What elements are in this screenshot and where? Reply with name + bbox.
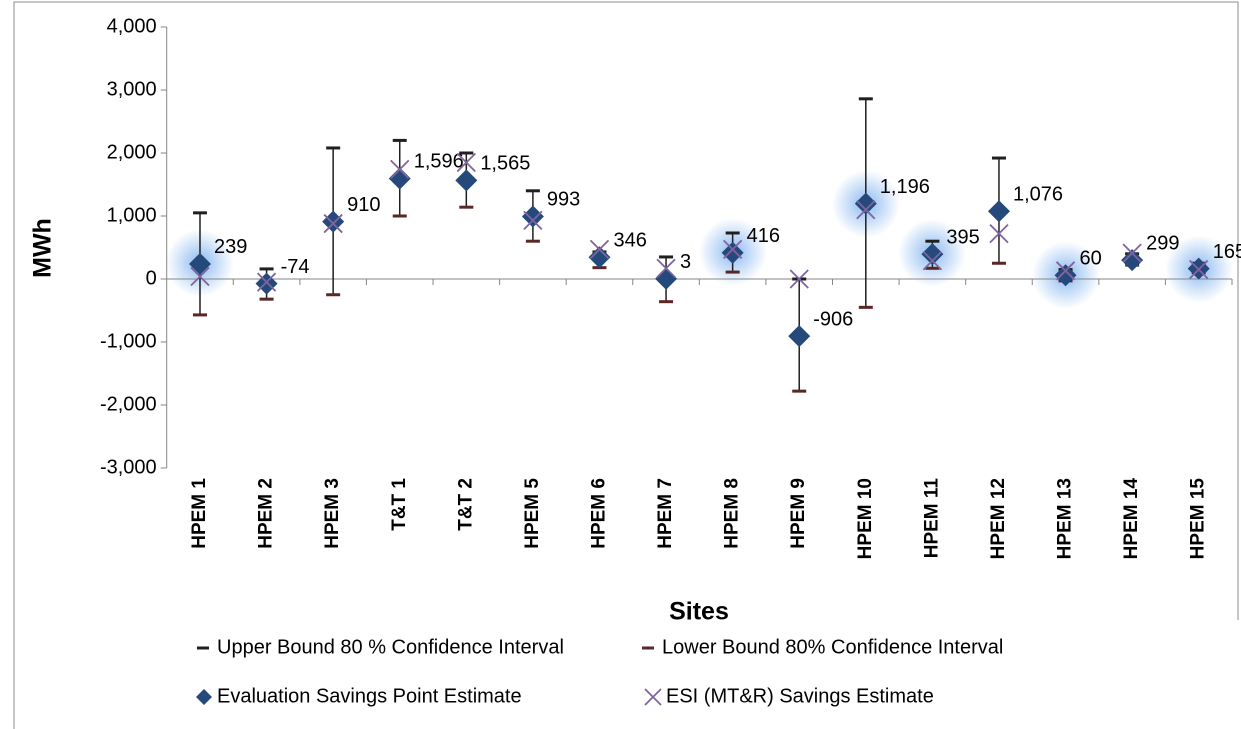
data-label: 3 xyxy=(680,251,691,273)
esi-estimate xyxy=(523,210,543,231)
esi-estimate xyxy=(1055,261,1076,281)
y-tick-label: -3,000 xyxy=(100,456,157,478)
esi-estimate xyxy=(456,152,476,173)
x-tick-label: HPEM 9 xyxy=(788,478,809,549)
x-axis-title: Sites xyxy=(669,598,729,626)
x-tick-label: HPEM 14 xyxy=(1121,478,1142,560)
point-estimate xyxy=(588,246,611,269)
legend-label: Evaluation Savings Point Estimate xyxy=(217,685,522,707)
y-tick-label: -2,000 xyxy=(100,393,157,415)
y-tick-label: 0 xyxy=(146,267,157,289)
point-estimate xyxy=(455,169,478,192)
x-tick-label: HPEM 12 xyxy=(988,478,1009,559)
x-tick-label: HPEM 8 xyxy=(722,478,743,549)
data-label: -74 xyxy=(281,256,310,278)
data-label: 910 xyxy=(347,194,380,216)
x-tick-label: HPEM 7 xyxy=(655,478,676,549)
x-tick-label: T&T 2 xyxy=(455,478,476,531)
point-estimate xyxy=(322,210,345,233)
x-tick-label: HPEM 10 xyxy=(855,478,876,559)
point-estimate xyxy=(788,325,811,348)
data-label: 239 xyxy=(214,236,247,258)
x-tick-label: T&T 1 xyxy=(389,478,410,531)
x-tick-label: HPEM 5 xyxy=(522,478,543,549)
esi-estimate xyxy=(856,200,876,220)
data-label: 1,596 xyxy=(414,151,464,173)
legend-swatch xyxy=(644,688,662,706)
y-axis-title: MWh xyxy=(29,218,57,278)
esi-estimate xyxy=(922,251,943,271)
point-estimate xyxy=(1054,264,1077,287)
point-estimate xyxy=(388,167,411,190)
data-label: 993 xyxy=(547,189,580,211)
point-estimate xyxy=(921,243,944,266)
point-estimate xyxy=(1121,249,1144,272)
x-tick-label: HPEM 11 xyxy=(921,478,942,559)
x-tick-label: HPEM 15 xyxy=(1188,478,1209,560)
point-estimate xyxy=(655,267,678,290)
chart-border xyxy=(13,1,1239,729)
legend-label: Upper Bound 80 % Confidence Interval xyxy=(217,636,564,658)
x-tick-label: HPEM 3 xyxy=(322,478,343,549)
data-label: 1,076 xyxy=(1013,183,1063,205)
esi-estimate xyxy=(989,224,1009,244)
data-label: 165 xyxy=(1213,241,1241,263)
legend-label: Lower Bound 80% Confidence Interval xyxy=(662,636,1003,658)
esi-estimate xyxy=(190,266,210,287)
data-label: 60 xyxy=(1080,248,1102,270)
y-tick-label: 4,000 xyxy=(107,15,157,37)
point-estimate xyxy=(521,205,544,228)
legend-swatch xyxy=(196,689,212,705)
esi-estimate xyxy=(589,239,610,260)
data-label: 346 xyxy=(613,229,646,251)
point-estimate xyxy=(987,200,1010,223)
esi-estimate xyxy=(1189,259,1209,280)
esi-estimate xyxy=(323,213,343,234)
x-tick-label: HPEM 6 xyxy=(588,478,609,549)
data-label: 1,565 xyxy=(480,153,530,175)
x-tick-label: HPEM 13 xyxy=(1055,478,1076,559)
point-estimate xyxy=(188,252,211,275)
data-label: 416 xyxy=(747,225,780,247)
x-tick-label: HPEM 2 xyxy=(256,478,277,549)
data-label: 299 xyxy=(1146,232,1179,254)
y-tick-label: 2,000 xyxy=(107,141,157,163)
point-estimate xyxy=(721,241,744,264)
y-tick-label: -1,000 xyxy=(100,330,157,352)
esi-estimate xyxy=(256,272,277,292)
data-label: 395 xyxy=(946,226,979,248)
y-tick-label: 1,000 xyxy=(107,204,157,226)
esi-estimate xyxy=(1122,243,1142,263)
esi-estimate xyxy=(390,159,410,180)
point-estimate xyxy=(854,192,877,215)
highlights xyxy=(166,170,1233,309)
data-label: -906 xyxy=(813,308,853,330)
y-tick-label: 3,000 xyxy=(107,78,157,100)
point-estimate xyxy=(255,272,278,295)
data-label: 1,196 xyxy=(880,176,930,198)
esi-estimate xyxy=(656,258,676,278)
legend-label: ESI (MT&R) Savings Estimate xyxy=(666,685,934,707)
esi-estimate xyxy=(723,239,743,260)
x-tick-label: HPEM 1 xyxy=(189,478,210,549)
esi-estimate xyxy=(789,269,809,289)
